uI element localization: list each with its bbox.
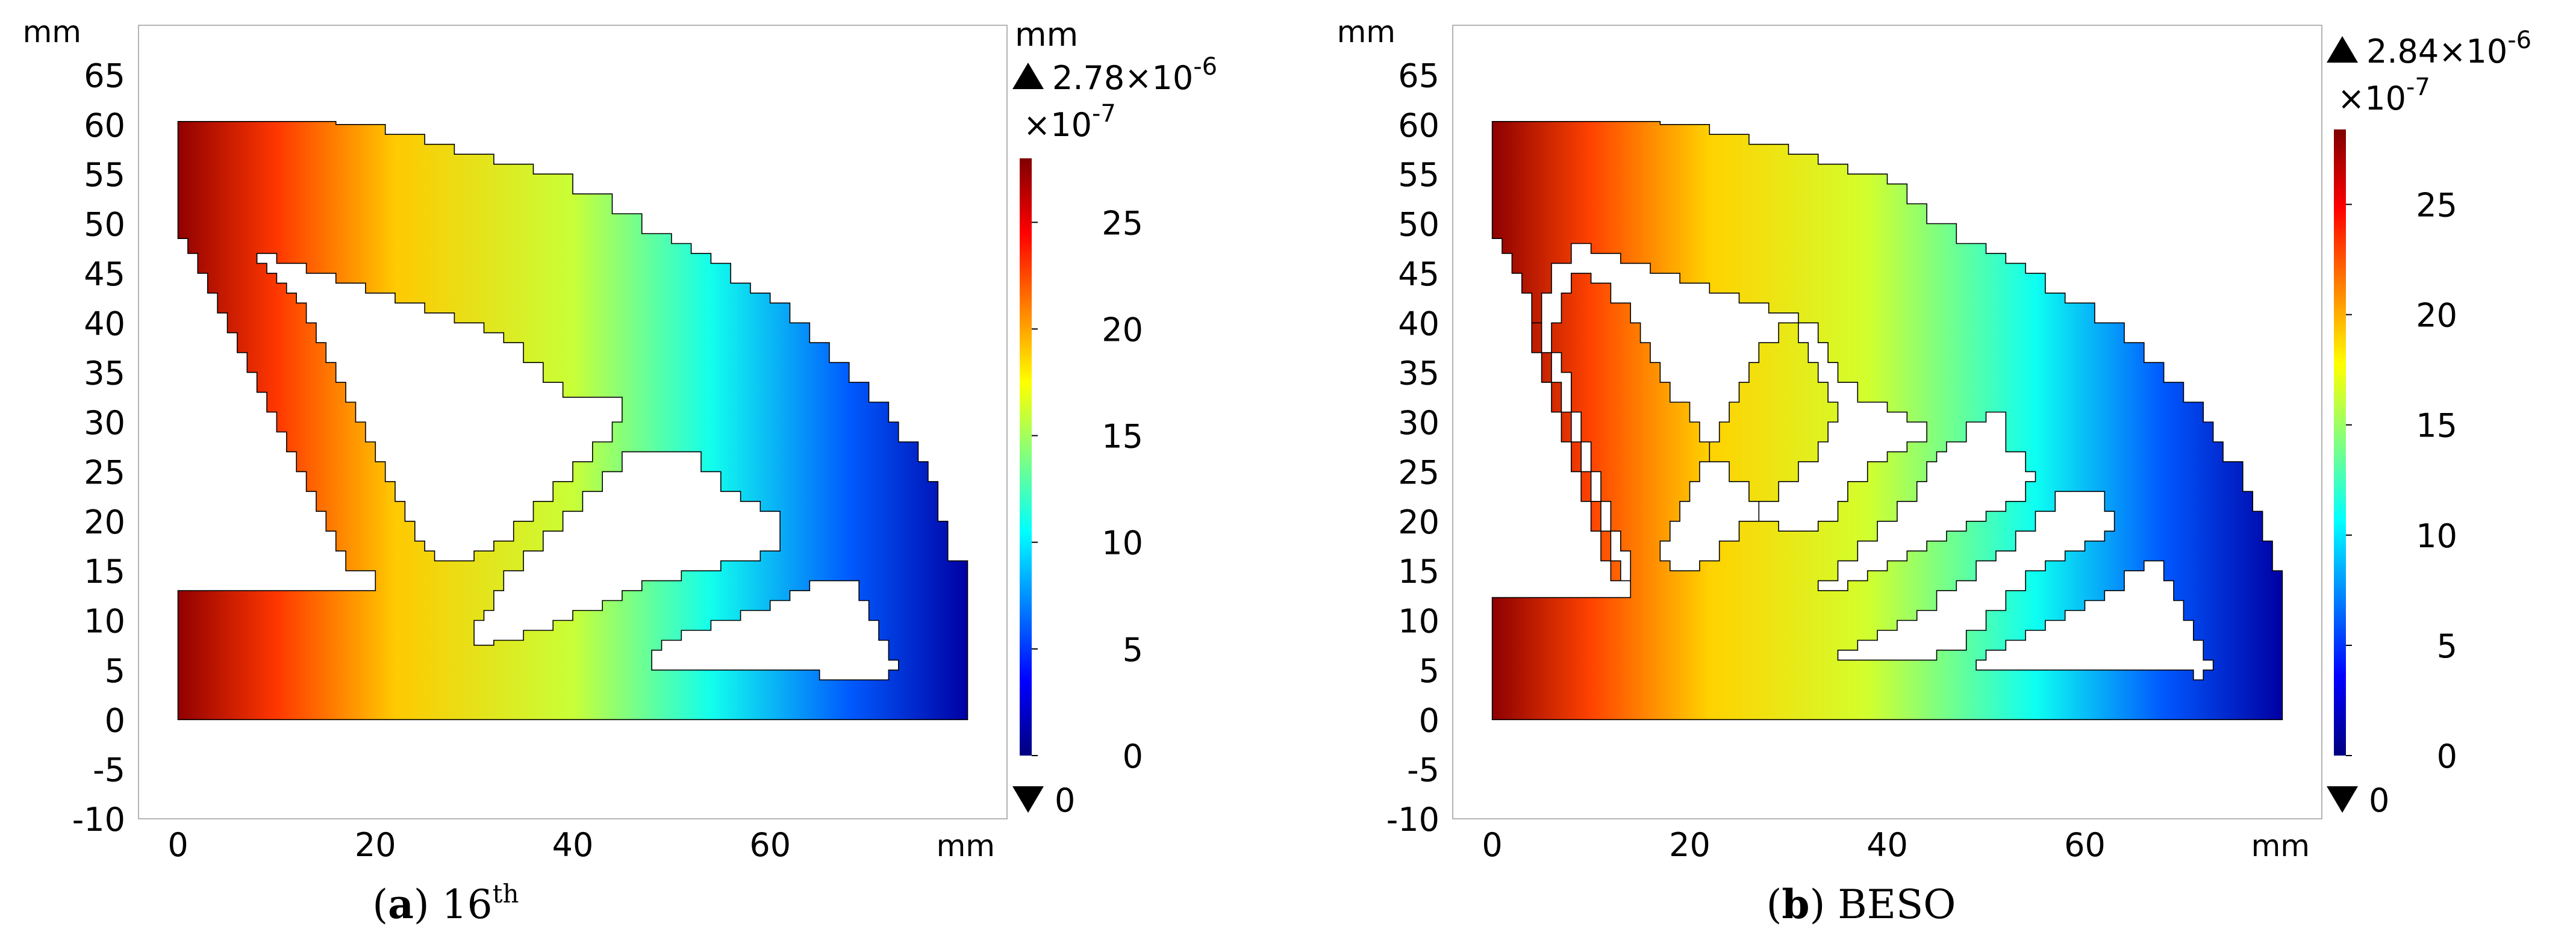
min-triangle-icon	[1012, 786, 1044, 813]
x-tick-label: 60	[749, 826, 791, 864]
y-tick-label: 45	[1398, 255, 1439, 293]
x-axis-unit-label: mm	[2251, 828, 2310, 863]
colorbar-multiplier-label: ×10-7	[1023, 100, 1116, 144]
y-tick-label: 30	[84, 404, 125, 442]
colorbar-max-label: 2.78×10-6	[1052, 53, 1217, 97]
colorbar-tick-label: 0	[1123, 738, 1143, 775]
y-tick-label: 15	[1398, 553, 1439, 591]
y-tick-label: 60	[84, 107, 125, 144]
y-tick-label: 50	[84, 206, 125, 244]
y-tick-label: 65	[1398, 57, 1439, 95]
plot-frame	[138, 25, 1008, 819]
y-axis-unit-label: mm	[23, 14, 81, 49]
colorbar-tick-label: 25	[1102, 204, 1143, 242]
colorbar: 0 5 10 15 20 25 2.84×10-6×10-7 0	[2327, 26, 2531, 819]
y-tick-label: 30	[1398, 404, 1439, 442]
displacement-field-structure	[1491, 121, 2283, 721]
y-tick-label: 55	[84, 156, 125, 194]
min-triangle-icon	[2327, 786, 2358, 813]
colorbar-tick-label: 20	[1102, 311, 1143, 349]
y-tick-label: 50	[1398, 206, 1439, 244]
colorbar-tick-label: 5	[1123, 631, 1143, 669]
x-tick-label: 20	[355, 826, 396, 864]
y-tick-label: 20	[84, 503, 125, 541]
y-tick-label: -10	[1386, 801, 1439, 839]
x-tick-label: 40	[1867, 826, 1908, 864]
colorbar-min-label: 0	[2369, 781, 2389, 819]
y-tick-label: 40	[1398, 305, 1439, 343]
colorbar-multiplier-label: ×10-7	[2337, 73, 2430, 117]
colorbar-gradient	[1020, 158, 1032, 756]
y-tick-label: 5	[105, 652, 125, 690]
y-tick-label: 35	[1398, 355, 1439, 393]
colorbar-unit-label: mm	[1015, 16, 1078, 54]
y-tick-label: 5	[1419, 652, 1439, 690]
colorbar-gradient	[2334, 129, 2346, 756]
y-tick-label: -5	[1407, 751, 1439, 789]
x-tick-label: 20	[1669, 826, 1711, 864]
displacement-field-structure	[177, 121, 968, 721]
colorbar-tick-label: 25	[2416, 187, 2457, 225]
y-tick-label: 10	[1398, 603, 1439, 641]
y-tick-label: -10	[72, 801, 125, 839]
x-tick-label: 60	[2064, 826, 2106, 864]
colorbar-tick-label: 15	[1102, 418, 1143, 456]
y-tick-label: 0	[105, 701, 125, 739]
x-tick-label: 0	[167, 826, 188, 864]
x-tick-label: 40	[552, 826, 594, 864]
y-tick-label: 25	[84, 453, 125, 491]
y-tick-label: 40	[84, 305, 125, 343]
y-tick-label: 65	[84, 57, 125, 95]
x-tick-label: 0	[1482, 826, 1502, 864]
y-tick-label: 0	[1419, 701, 1439, 739]
y-tick-label: 55	[1398, 156, 1439, 194]
colorbar-max-label: 2.84×10-6	[2366, 26, 2531, 70]
y-axis-unit-label: mm	[1337, 14, 1396, 49]
x-axis-unit-label: mm	[937, 828, 995, 863]
y-tick-label: 25	[1398, 453, 1439, 491]
y-tick-label: 15	[84, 553, 125, 591]
colorbar-tick-label: 10	[2416, 517, 2457, 555]
panel-caption: (b) BESO	[1767, 881, 1956, 928]
colorbar-tick-label: 15	[2416, 407, 2457, 445]
colorbar-tick-label: 5	[2437, 627, 2457, 665]
colorbar-tick-label: 10	[1102, 524, 1143, 562]
panel-caption: (a) 16th	[372, 879, 519, 928]
y-tick-label: 20	[1398, 503, 1439, 541]
plot-frame	[1452, 25, 2322, 819]
y-tick-label: -5	[93, 751, 125, 789]
colorbar-tick-label: 0	[2437, 738, 2457, 775]
max-triangle-icon	[1012, 63, 1044, 89]
colorbar: 0 5 10 15 20 25 mm2.78×10-6×10-7 0	[1012, 16, 1217, 819]
max-triangle-icon	[2327, 36, 2358, 63]
colorbar-tick-label: 20	[2416, 297, 2457, 335]
y-tick-label: 10	[84, 603, 125, 641]
y-tick-label: 35	[84, 355, 125, 393]
y-tick-label: 60	[1398, 107, 1439, 144]
colorbar-min-label: 0	[1055, 781, 1075, 819]
y-tick-label: 45	[84, 255, 125, 293]
